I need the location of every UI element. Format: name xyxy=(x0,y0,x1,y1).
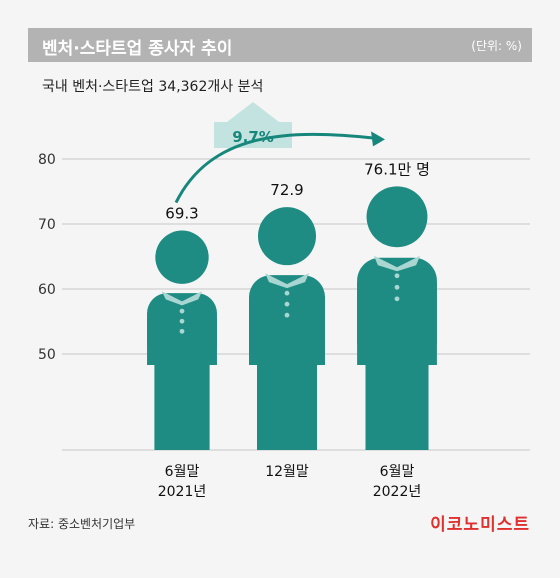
person-head xyxy=(155,230,209,284)
unit-label: (단위: %) xyxy=(471,39,522,53)
person-head xyxy=(258,207,316,266)
person-collar xyxy=(161,291,203,306)
publisher-logo: 이코노미스트 xyxy=(430,515,530,535)
title-bar: 벤처·스타트업 종사자 추이 (단위: %) xyxy=(28,28,532,62)
category-label: 6월말 xyxy=(165,464,200,480)
category-label: 2022년 xyxy=(373,484,422,500)
y-tick-label: 50 xyxy=(38,347,56,363)
chart-title: 벤처·스타트업 종사자 추이 xyxy=(42,39,233,59)
chart-subtitle: 국내 벤처·스타트업 34,362개사 분석 xyxy=(42,79,264,95)
person-legs xyxy=(365,360,429,450)
growth-arrow-icon xyxy=(227,102,279,122)
person-button xyxy=(284,290,290,296)
growth-label: 9.7% xyxy=(232,128,274,146)
person-bar xyxy=(357,186,437,450)
person-bar xyxy=(249,207,325,450)
person-collar xyxy=(265,273,309,289)
y-tick-label: 80 xyxy=(38,152,56,168)
person-head xyxy=(366,186,428,248)
person-button xyxy=(394,284,400,290)
category-label: 12월말 xyxy=(265,464,309,480)
person-button xyxy=(179,308,185,314)
category-label: 6월말 xyxy=(380,464,415,480)
person-button xyxy=(394,296,400,302)
y-tick-label: 70 xyxy=(38,217,56,233)
person-button xyxy=(284,301,290,307)
value-label: 72.9 xyxy=(270,181,303,199)
trend-curve xyxy=(174,132,378,204)
value-label: 76.1만 명 xyxy=(364,160,430,178)
trend-arrowhead-icon xyxy=(371,131,385,147)
person-torso-lower xyxy=(249,300,325,365)
person-button xyxy=(394,273,400,279)
y-tick-label: 60 xyxy=(38,282,56,298)
person-button xyxy=(179,318,185,324)
value-label: 69.3 xyxy=(165,205,198,223)
person-torso-lower xyxy=(147,318,217,365)
person-legs xyxy=(257,360,317,450)
person-button xyxy=(179,328,185,334)
category-label: 2021년 xyxy=(158,484,207,500)
person-legs xyxy=(154,360,210,450)
person-torso-lower xyxy=(357,282,437,365)
person-collar xyxy=(373,255,421,272)
source-note: 자료: 중소벤처기업부 xyxy=(28,517,136,531)
person-bar xyxy=(147,230,217,450)
person-button xyxy=(284,312,290,318)
